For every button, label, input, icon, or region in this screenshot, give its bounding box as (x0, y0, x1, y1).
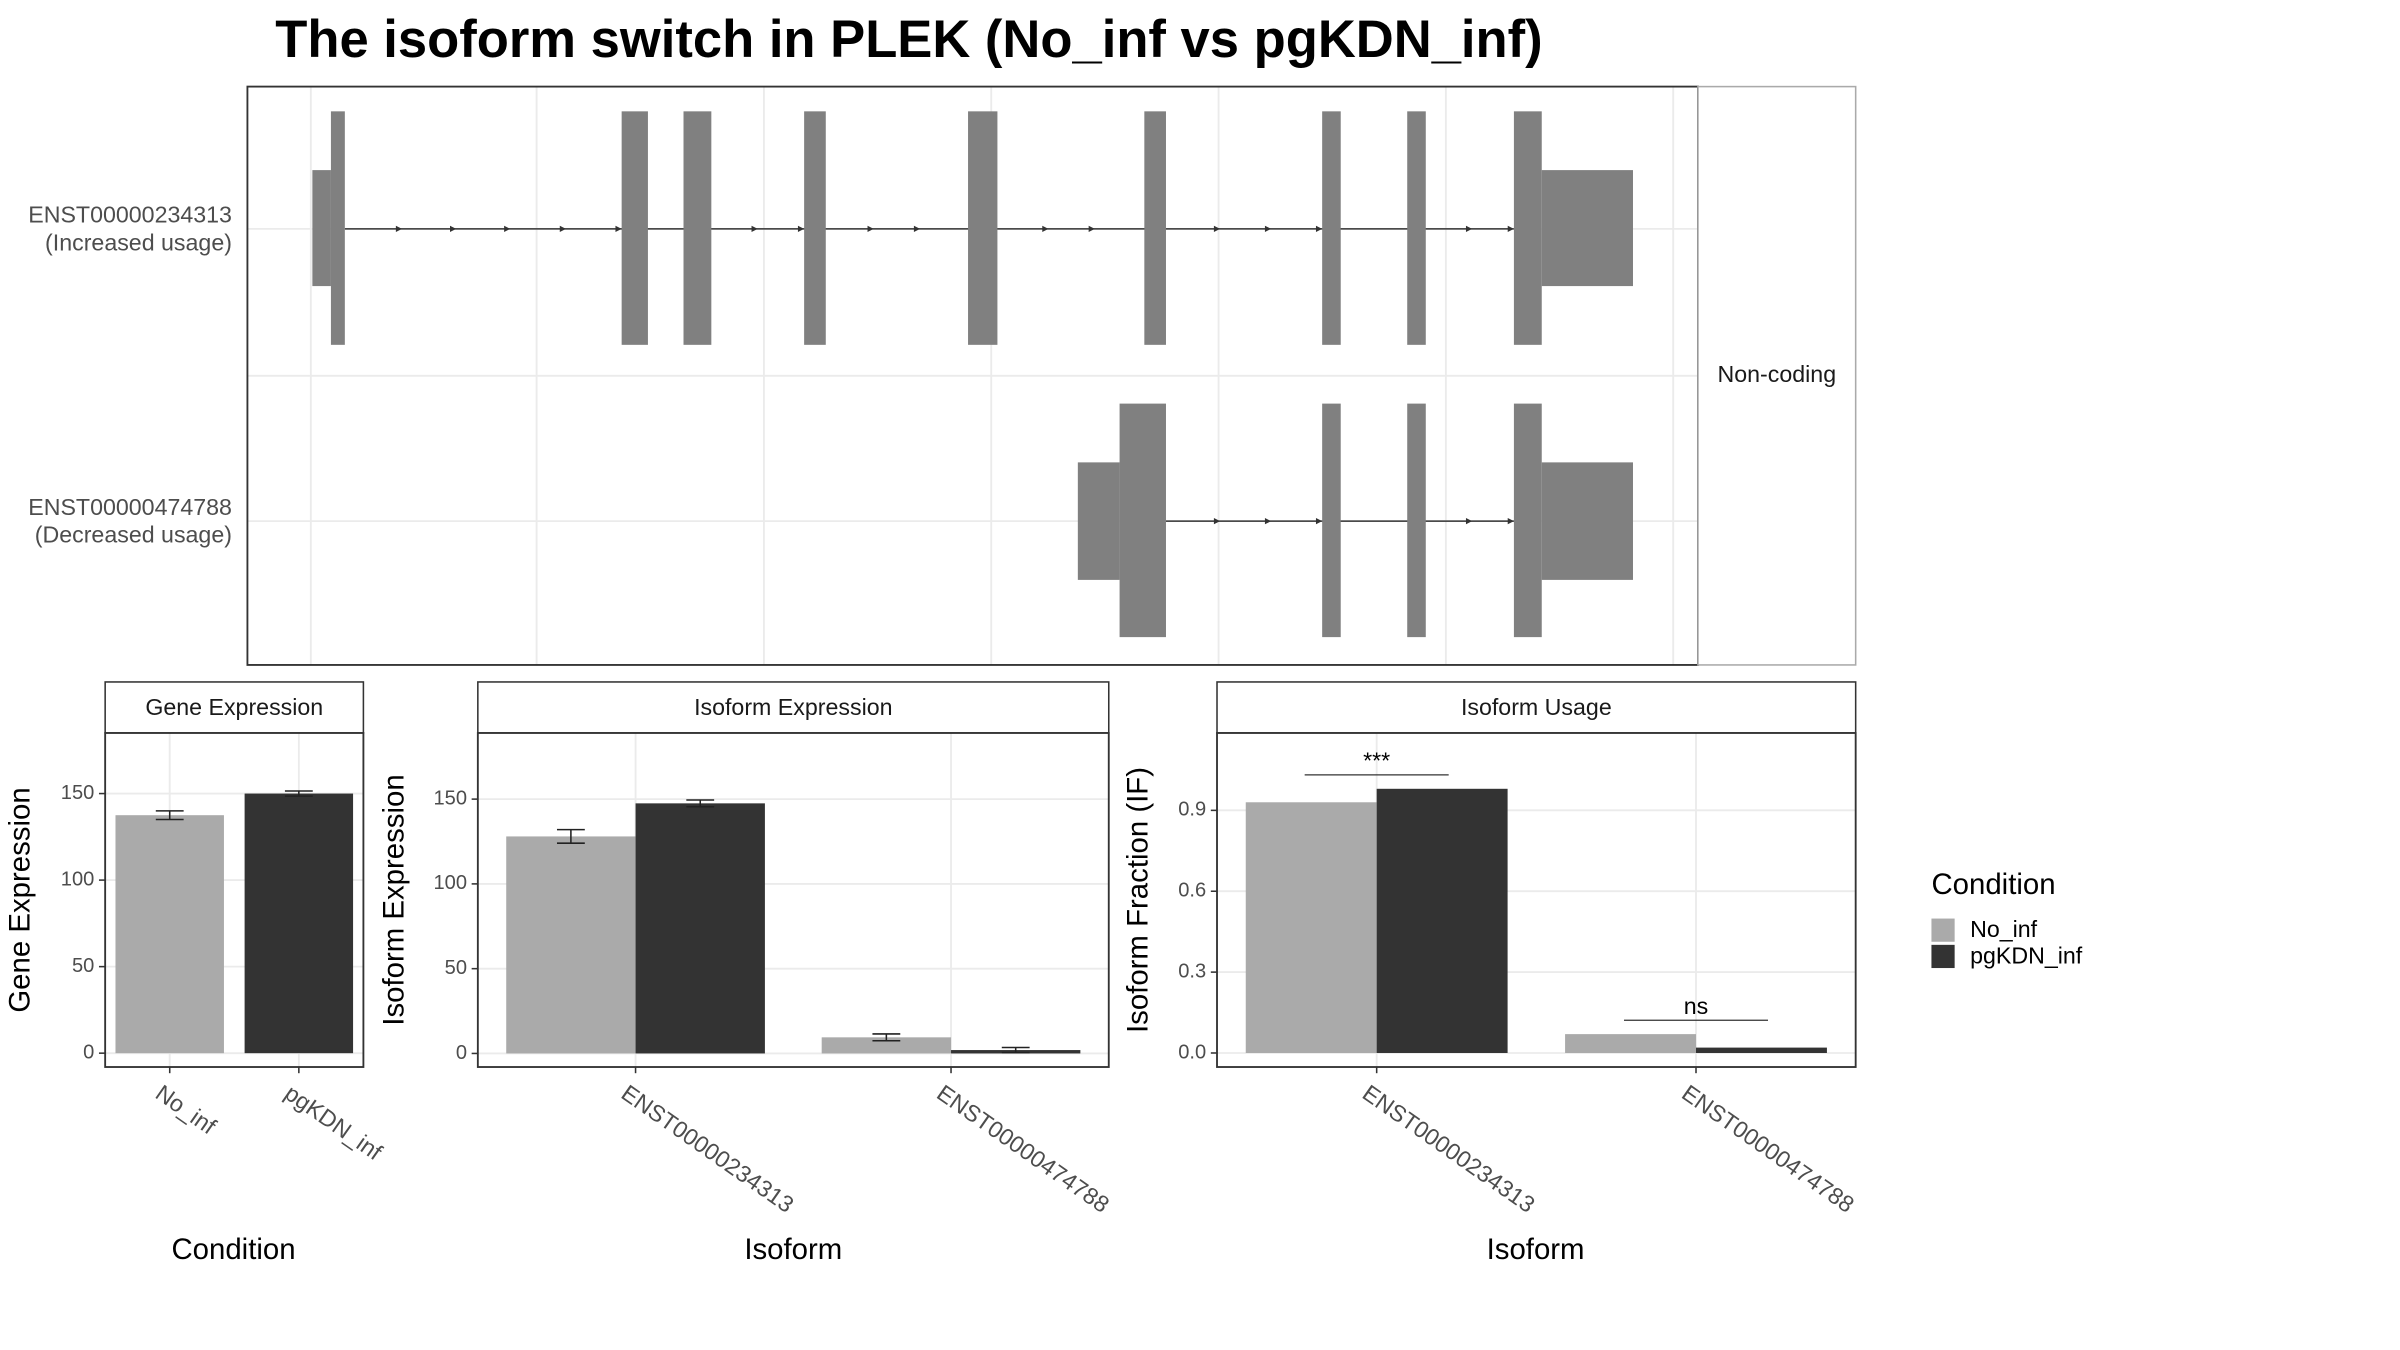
transcript-panel (246, 85, 1857, 666)
facet-label: Non-coding (1718, 361, 1837, 387)
y-axis-title: Gene Expression (3, 787, 36, 1012)
panel-title: Isoform Expression (694, 694, 892, 720)
significance-label: ns (1684, 993, 1709, 1019)
bar (1565, 1034, 1697, 1053)
panel-strip (477, 681, 1110, 734)
y-tick-label: 50 (72, 955, 94, 977)
panel-strip (1216, 681, 1857, 734)
y-tick-label: 150 (433, 787, 467, 809)
figure-title: The isoform switch in PLEK (No_inf vs pg… (275, 10, 1542, 69)
panel-strip (104, 681, 365, 734)
x-axis-title: Condition (171, 1233, 295, 1266)
x-tick-label: ENST00000234313 (1358, 1080, 1540, 1218)
bar (506, 836, 636, 1054)
y-tick-label: 0 (456, 1042, 467, 1064)
y-tick-label: 150 (61, 782, 95, 804)
plot-frame (104, 732, 365, 1068)
bar (115, 815, 224, 1054)
error-bar (872, 1033, 901, 1042)
y-tick-label: 100 (61, 868, 95, 890)
plot-frame (1216, 732, 1857, 1068)
transcript-id: ENST00000234313 (28, 202, 232, 228)
y-tick-label: 0.0 (1178, 1041, 1206, 1063)
bar (635, 803, 765, 1054)
bar (1696, 1047, 1827, 1053)
x-tick-label: ENST00000234313 (617, 1080, 799, 1218)
y-tick-label: 50 (445, 957, 467, 979)
panel-title: Isoform Usage (1461, 694, 1612, 720)
y-tick-label: 0.6 (1178, 880, 1206, 902)
y-tick-label: 100 (433, 872, 467, 894)
x-axis-title: Isoform (1487, 1233, 1585, 1266)
bar (1245, 802, 1377, 1053)
x-axis-title: Isoform (744, 1233, 842, 1266)
error-bar (556, 828, 585, 844)
legend-label: pgKDN_inf (1970, 942, 2083, 968)
error-bar (284, 790, 313, 797)
bar (821, 1037, 952, 1054)
legend-title: Condition (1931, 868, 2055, 901)
bar (244, 793, 354, 1054)
legend-swatch (1931, 944, 1955, 969)
x-tick-label: No_inf (151, 1080, 221, 1140)
transcript-usage: (Increased usage) (45, 229, 232, 255)
plot-frame (476, 732, 1110, 1068)
y-axis-title: Isoform Expression (378, 774, 411, 1025)
y-axis-title: Isoform Fraction (IF) (1121, 767, 1154, 1033)
x-tick-label: pgKDN_inf (280, 1080, 387, 1166)
legend-swatch (1931, 918, 1955, 942)
bar (1376, 788, 1508, 1053)
transcript-id: ENST00000474788 (28, 494, 232, 520)
x-tick-label: ENST00000474788 (1677, 1080, 1859, 1218)
significance-label: *** (1363, 748, 1390, 774)
error-bar (1001, 1046, 1030, 1054)
error-bar (686, 799, 715, 808)
panel-title: Gene Expression (145, 694, 323, 720)
error-bar (155, 810, 184, 821)
x-tick-label: ENST00000474788 (932, 1080, 1114, 1218)
legend-label: No_inf (1970, 916, 2038, 942)
transcript-usage: (Decreased usage) (35, 522, 232, 548)
y-tick-label: 0.3 (1178, 960, 1206, 982)
y-tick-label: 0 (83, 1041, 94, 1063)
y-tick-label: 0.9 (1178, 799, 1206, 821)
